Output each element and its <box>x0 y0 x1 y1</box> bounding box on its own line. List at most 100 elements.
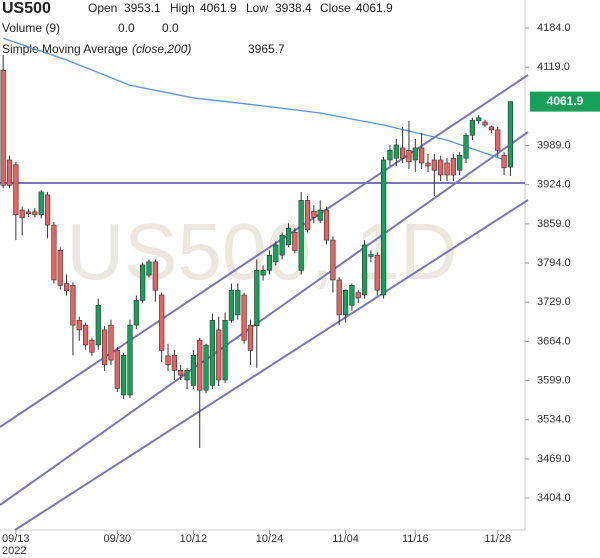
ohlc-value: 3953.1 <box>124 1 161 15</box>
candle-body <box>25 211 32 214</box>
candle-body <box>152 261 158 291</box>
candle-body <box>368 254 374 257</box>
ohlc-label: Close <box>320 1 351 15</box>
symbol: US500 <box>2 0 51 17</box>
x-tick-label: 11/04 <box>332 533 359 545</box>
candle-body <box>342 289 349 316</box>
candle-body <box>317 209 323 221</box>
trendlines <box>0 74 529 531</box>
y-tick-label: 3794.0 <box>537 257 571 269</box>
candle-body <box>222 319 228 381</box>
candle-body <box>336 279 342 316</box>
candle-body <box>463 134 469 159</box>
trendline <box>0 74 529 428</box>
price-label: 4061.9 <box>547 94 584 108</box>
candle-body <box>381 159 387 296</box>
candle-body <box>121 354 127 396</box>
candle-body <box>95 304 101 346</box>
x-tick-label: 11/16 <box>402 533 429 545</box>
candle-body <box>44 194 51 226</box>
candle-body <box>184 370 190 381</box>
candle-body <box>63 283 70 292</box>
candle-body <box>412 147 418 161</box>
y-tick-label: 3599.0 <box>537 374 571 386</box>
candle-body <box>247 324 254 351</box>
candle-body <box>133 300 139 326</box>
candle-body <box>228 289 235 321</box>
ohlc-value: 3938.4 <box>275 1 312 15</box>
y-tick-label: 3469.0 <box>537 453 571 465</box>
candle-body <box>102 329 108 366</box>
candle-body <box>82 324 89 346</box>
candle-body <box>216 329 222 381</box>
candle-body <box>323 209 330 241</box>
candle-body <box>285 227 292 246</box>
trendline <box>14 199 529 531</box>
candle-body <box>190 354 196 386</box>
candle-body <box>311 210 317 218</box>
y-tick-label: 3404.0 <box>537 492 571 504</box>
candle-body <box>203 344 209 391</box>
candle-body <box>425 162 431 167</box>
candle-body <box>146 261 152 276</box>
y-tick-label: 3729.0 <box>537 296 571 308</box>
ohlc-value: 4061.9 <box>200 1 237 15</box>
candle-body <box>457 154 463 171</box>
candle-body <box>197 339 203 391</box>
y-tick-label: 4184.0 <box>537 22 571 34</box>
candle-body <box>406 150 412 163</box>
candle-body <box>298 200 304 271</box>
candle-body <box>507 101 514 168</box>
candle-body <box>488 126 494 131</box>
volume-value: 0.0 <box>162 21 179 35</box>
candle-body <box>450 157 456 176</box>
candle-body <box>374 254 380 291</box>
candle-body <box>419 147 425 164</box>
ohlc-label: Low <box>246 1 268 15</box>
candle-body <box>355 292 361 299</box>
x-tick-label: 10/24 <box>256 533 284 545</box>
candle-body <box>70 285 76 326</box>
candle-body <box>304 200 311 231</box>
candle-body <box>209 319 216 386</box>
ohlc-value: 4061.9 <box>356 1 393 15</box>
candle-body <box>260 269 266 276</box>
volume-value: 0.0 <box>118 21 135 35</box>
candle-body <box>178 370 184 376</box>
candle-body <box>6 159 13 186</box>
price-label-box <box>530 91 600 112</box>
candle-body <box>0 69 6 186</box>
candle-body <box>171 354 177 371</box>
candle-body <box>438 159 444 176</box>
candle-body <box>431 159 437 171</box>
candle-body <box>38 191 44 216</box>
candle-body <box>292 232 298 251</box>
x-tick-label: 09/30 <box>104 533 132 545</box>
candle-body <box>400 147 406 159</box>
candle-body <box>76 319 82 331</box>
sma-last: 3965.7 <box>248 42 285 56</box>
y-tick-label: 4119.0 <box>537 61 570 73</box>
sma-params: (close,200) <box>132 42 191 56</box>
y-tick-label: 3664.0 <box>537 335 571 347</box>
year-label: 2022 <box>2 545 26 557</box>
sma-line <box>2 37 505 161</box>
candle-body <box>235 289 241 316</box>
candle-body <box>127 324 133 396</box>
candle-body <box>165 355 171 366</box>
y-tick-label: 3534.0 <box>537 414 571 426</box>
candle-body <box>13 164 19 216</box>
candle-body <box>89 339 95 353</box>
volume-label: Volume (9) <box>2 21 60 35</box>
candle-body <box>159 294 165 351</box>
candle-body <box>114 350 120 389</box>
candle-body <box>140 264 146 301</box>
candle-body <box>482 121 488 126</box>
candle-body <box>361 244 368 296</box>
y-tick-label: 3859.0 <box>537 218 571 230</box>
candle-body <box>469 119 475 136</box>
candle-body <box>330 239 336 281</box>
candle-body <box>254 269 260 327</box>
x-tick-label: 09/13 <box>2 533 30 545</box>
